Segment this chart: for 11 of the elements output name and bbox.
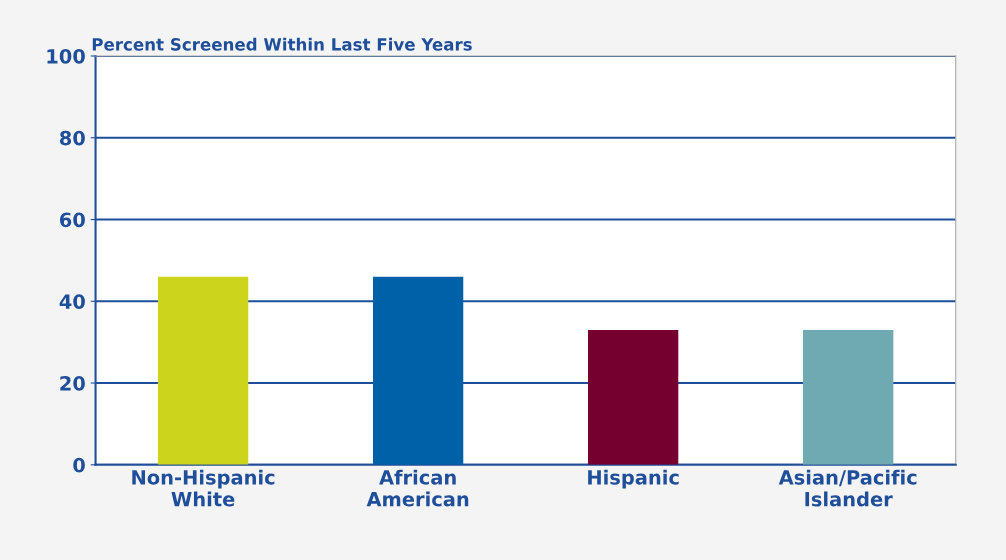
- y-tick-label: 20: [60, 376, 85, 391]
- chart-title: Percent Screened Within Last Five Years: [92, 37, 472, 51]
- y-tick-label: 60: [60, 212, 85, 228]
- y-tick-label: 0: [73, 457, 85, 473]
- x-tick-label: Asian/Pacific Islander: [778, 469, 917, 507]
- y-tick-label: 100: [47, 48, 85, 64]
- x-tick-label: Hispanic: [588, 469, 679, 489]
- y-tick-label: 40: [59, 294, 85, 309]
- y-tick-label: 80: [59, 130, 85, 146]
- x-tick-label: Non-Hispanic White: [132, 469, 275, 507]
- x-tick-label: African American: [366, 469, 469, 507]
